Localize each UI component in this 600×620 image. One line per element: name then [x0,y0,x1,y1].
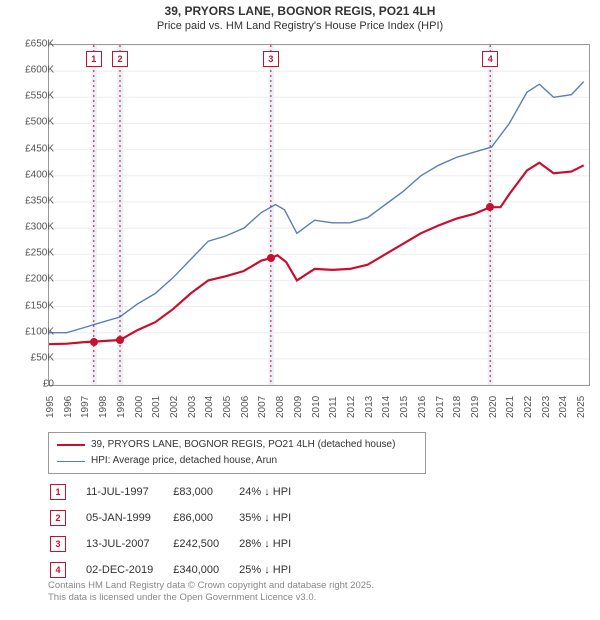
x-tick-label: 2003 [187,396,198,418]
x-tick-label: 2002 [169,396,180,418]
sale-price: £83,000 [173,480,237,504]
x-tick-label: 1995 [45,396,56,418]
y-tick-label: £150K [25,300,54,311]
sale-date: 02-DEC-2019 [86,558,171,582]
x-tick-label: 2020 [488,396,499,418]
y-tick-label: £500K [25,117,54,128]
x-tick-label: 2001 [151,396,162,418]
x-tick-label: 2004 [204,396,215,418]
x-tick-label: 2016 [417,396,428,418]
chart-marker-3: 3 [263,51,279,67]
sale-price: £340,000 [173,558,237,582]
x-tick-label: 1999 [116,396,127,418]
sales-row: 4 02-DEC-2019£340,00025% ↓ HPI [50,558,309,582]
x-tick-label: 2005 [222,396,233,418]
chart-marker-1: 1 [86,51,102,67]
x-tick-label: 1997 [80,396,91,418]
sale-delta: 35% ↓ HPI [239,506,309,530]
x-tick-label: 2000 [134,396,145,418]
x-tick-label: 2025 [576,396,587,418]
sales-row: 1 11-JUL-1997£83,00024% ↓ HPI [50,480,309,504]
x-tick-label: 2012 [346,396,357,418]
legend-swatch-1 [57,444,85,446]
sale-marker-box: 4 [50,562,66,578]
sale-delta: 24% ↓ HPI [239,480,309,504]
sale-date: 05-JAN-1999 [86,506,171,530]
sale-dot [116,336,124,344]
footnote-line1: Contains HM Land Registry data © Crown c… [48,580,374,591]
x-tick-label: 2021 [505,396,516,418]
legend: 39, PRYORS LANE, BOGNOR REGIS, PO21 4LH … [48,432,426,474]
y-tick-label: £600K [25,65,54,76]
legend-swatch-2 [57,461,85,462]
y-tick-label: £300K [25,222,54,233]
x-tick-label: 2022 [523,396,534,418]
sale-price: £86,000 [173,506,237,530]
chart-svg [49,45,589,385]
x-tick-label: 2014 [381,396,392,418]
y-tick-label: £350K [25,195,54,206]
sales-row: 3 13-JUL-2007£242,50028% ↓ HPI [50,532,309,556]
y-tick-label: £650K [25,39,54,50]
sale-delta: 25% ↓ HPI [239,558,309,582]
x-tick-label: 2023 [541,396,552,418]
x-tick-label: 2019 [470,396,481,418]
legend-row-series2: HPI: Average price, detached house, Arun [57,453,417,469]
x-tick-label: 2008 [275,396,286,418]
sales-row: 2 05-JAN-1999£86,00035% ↓ HPI [50,506,309,530]
sale-marker-box: 1 [50,484,66,500]
y-tick-label: £200K [25,274,54,285]
x-tick-label: 2024 [558,396,569,418]
chart-marker-2: 2 [112,51,128,67]
sale-marker-box: 2 [50,510,66,526]
x-tick-label: 2009 [293,396,304,418]
sale-dot [267,254,275,262]
footnote: Contains HM Land Registry data © Crown c… [48,580,568,605]
y-tick-label: £550K [25,91,54,102]
sale-dot [90,338,98,346]
chart-marker-4: 4 [482,51,498,67]
legend-row-series1: 39, PRYORS LANE, BOGNOR REGIS, PO21 4LH … [57,437,417,453]
x-tick-label: 1998 [98,396,109,418]
sale-dot [486,203,494,211]
x-tick-label: 2017 [435,396,446,418]
sale-marker-box: 3 [50,536,66,552]
legend-label-1: 39, PRYORS LANE, BOGNOR REGIS, PO21 4LH … [91,437,395,453]
chart-area: 12 3 4 [48,44,590,386]
y-tick-label: £50K [31,352,54,363]
legend-label-2: HPI: Average price, detached house, Arun [91,453,277,469]
y-tick-label: £450K [25,143,54,154]
x-tick-label: 2006 [240,396,251,418]
y-tick-label: £400K [25,169,54,180]
y-tick-label: £100K [25,326,54,337]
y-tick-label: £250K [25,248,54,259]
y-tick-label: £0 [43,379,54,390]
sale-price: £242,500 [173,532,237,556]
x-tick-label: 2018 [452,396,463,418]
x-tick-label: 2011 [328,396,339,418]
sale-date: 13-JUL-2007 [86,532,171,556]
sale-delta: 28% ↓ HPI [239,532,309,556]
x-tick-label: 1996 [63,396,74,418]
chart-subtitle: Price paid vs. HM Land Registry's House … [0,20,600,34]
x-tick-label: 2015 [399,396,410,418]
x-tick-label: 2007 [257,396,268,418]
sales-table: 1 11-JUL-1997£83,00024% ↓ HPI 2 05-JAN-1999… [48,478,311,584]
x-tick-label: 2010 [311,396,322,418]
x-tick-label: 2013 [364,396,375,418]
sale-date: 11-JUL-1997 [86,480,171,504]
chart-title: 39, PRYORS LANE, BOGNOR REGIS, PO21 4LH [0,0,600,20]
footnote-line2: This data is licensed under the Open Gov… [48,592,316,603]
